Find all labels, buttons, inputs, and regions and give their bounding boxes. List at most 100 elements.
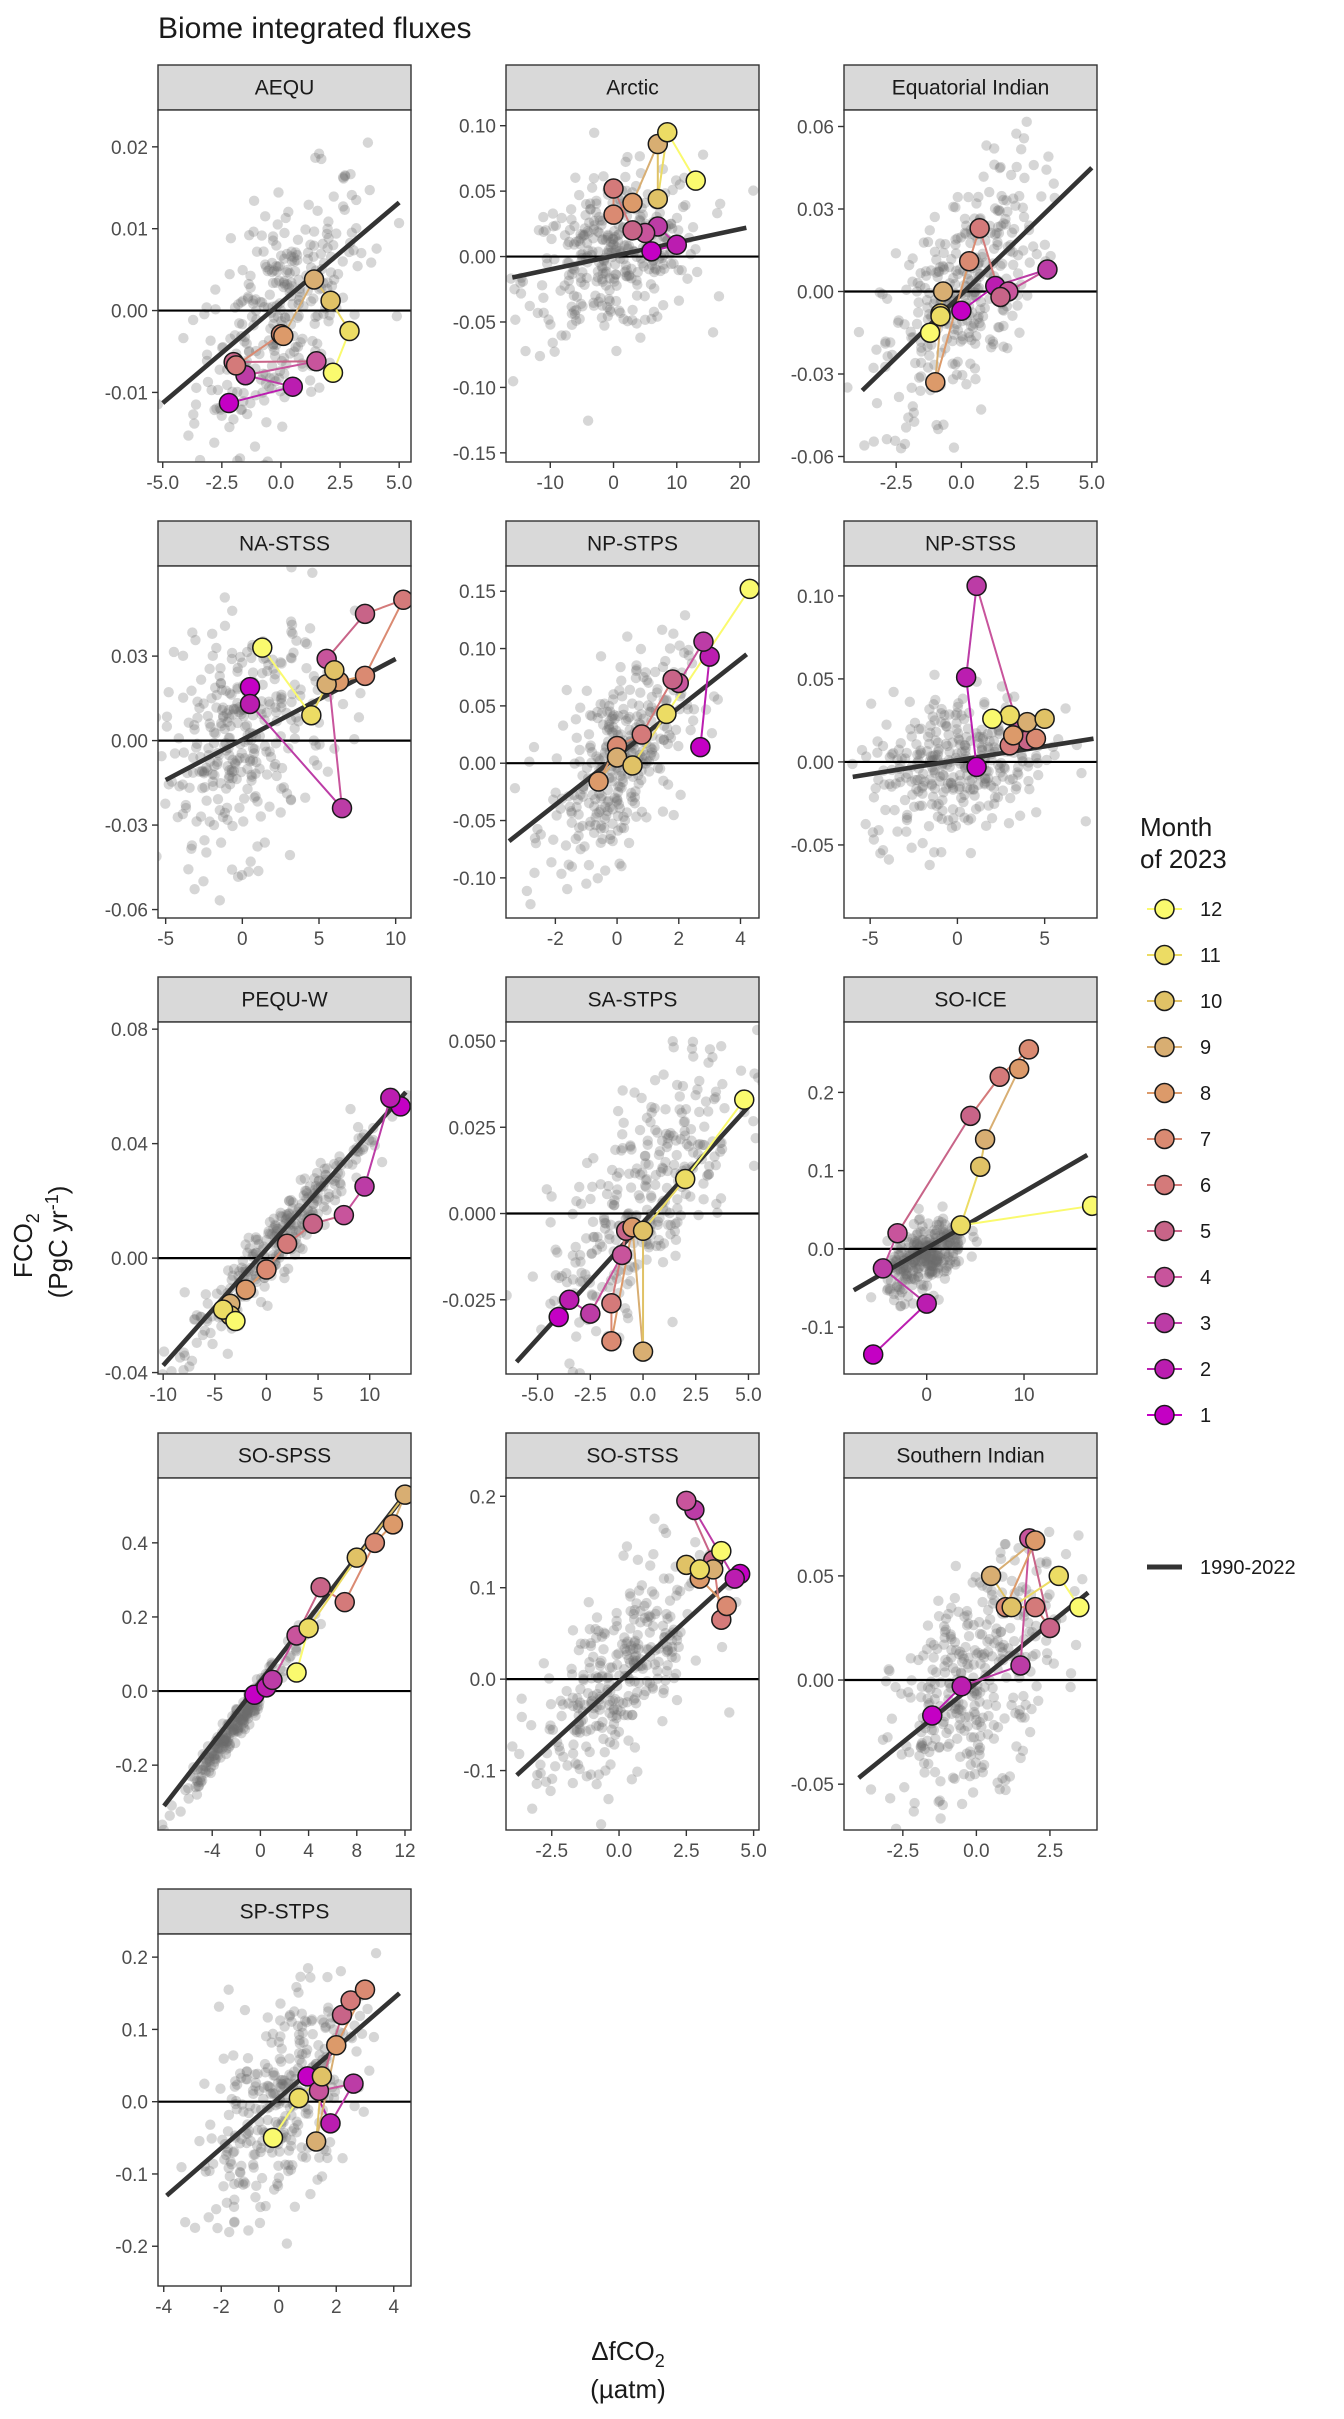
historic-point: [970, 1571, 981, 1583]
month-point-10: [969, 1156, 991, 1177]
historic-point: [1018, 133, 1030, 144]
historic-point: [688, 1051, 699, 1062]
historic-point: [901, 812, 913, 824]
historic-point: [288, 252, 299, 263]
historic-point: [231, 2103, 242, 2115]
historic-point: [952, 748, 963, 759]
historic-point: [641, 1173, 653, 1185]
historic-point: [946, 1708, 957, 1720]
historic-point: [580, 209, 591, 221]
historic-point: [619, 266, 631, 278]
historic-point: [198, 698, 209, 709]
historic-point: [545, 1217, 556, 1228]
historic-point: [608, 1718, 620, 1730]
historic-point: [571, 291, 583, 303]
historic-point: [688, 1147, 699, 1158]
historic-point: [716, 1641, 728, 1653]
historic-point: [566, 268, 578, 280]
historic-point: [325, 267, 337, 278]
month-point-5: [354, 603, 376, 625]
historic-point: [914, 1750, 925, 1762]
historic-point: [263, 2081, 274, 2092]
historic-point: [706, 727, 718, 739]
historic-point: [591, 1612, 603, 1623]
historic-point: [912, 1271, 924, 1282]
historic-point: [605, 1759, 616, 1770]
historic-point: [231, 773, 242, 785]
month-path-segment: [896, 1115, 972, 1234]
historic-point: [347, 1159, 358, 1170]
historic-point: [989, 742, 1000, 753]
historic-point: [906, 1259, 917, 1270]
historic-point: [545, 319, 556, 330]
regression-line: [165, 1991, 402, 2198]
historic-point: [971, 1236, 983, 1247]
historic-point: [1013, 1586, 1025, 1597]
historic-point: [301, 662, 312, 674]
historic-point: [868, 436, 880, 447]
historic-point: [297, 333, 308, 345]
historic-point: [965, 1749, 977, 1761]
historic-point: [931, 419, 942, 431]
historic-point: [922, 1735, 933, 1747]
historic-point: [661, 722, 673, 734]
historic-point: [281, 2238, 293, 2249]
historic-point: [1008, 259, 1019, 270]
historic-point: [933, 1263, 944, 1274]
historic-point: [611, 1709, 623, 1721]
historic-point: [322, 766, 334, 777]
historic-point: [603, 1699, 615, 1711]
historic-point: [596, 274, 608, 285]
historic-point: [255, 2201, 266, 2213]
historic-point: [247, 2159, 259, 2170]
historic-point: [997, 258, 1008, 269]
historic-point: [192, 1781, 204, 1792]
historic-point: [205, 1762, 216, 1773]
historic-point: [575, 1198, 587, 1209]
historic-point: [916, 1739, 927, 1751]
historic-point: [285, 2140, 297, 2152]
y-tick-label: 0.10: [797, 587, 834, 608]
historic-point: [927, 711, 938, 722]
historic-point: [673, 740, 684, 752]
historic-point: [241, 2137, 252, 2149]
historic-point: [970, 1757, 981, 1768]
historic-point: [748, 1115, 759, 1127]
historic-point: [748, 185, 759, 196]
historic-point: [611, 1649, 622, 1661]
historic-point: [1017, 752, 1028, 763]
historic-point: [131, 798, 141, 808]
historic-point: [279, 368, 290, 379]
month-point-3: [1010, 1655, 1031, 1676]
historic-point: [575, 702, 586, 713]
historic-point: [672, 1194, 683, 1205]
historic-point: [629, 1693, 641, 1704]
historic-point: [276, 658, 287, 669]
historic-point: [607, 233, 619, 244]
historic-point: [658, 1523, 669, 1535]
historic-point: [232, 1726, 244, 1737]
historic-point: [510, 314, 521, 325]
historic-point: [963, 191, 974, 203]
historic-point: [318, 2017, 329, 2028]
historic-point: [226, 766, 238, 778]
historic-point: [239, 752, 250, 764]
historic-point: [641, 812, 652, 823]
historic-point: [934, 238, 946, 249]
historic-point: [645, 1117, 656, 1128]
historic-point: [538, 211, 549, 223]
historic-point: [197, 783, 208, 794]
historic-point: [322, 2006, 334, 2017]
historic-point: [189, 1314, 201, 1325]
historic-point: [532, 1769, 543, 1781]
historic-point: [929, 765, 940, 776]
historic-point: [312, 310, 323, 321]
historic-point: [1073, 1530, 1084, 1541]
legend-regression-label: 1990-2022: [1200, 1557, 1296, 1579]
historic-point: [598, 171, 609, 182]
historic-point: [274, 260, 285, 272]
historic-point: [916, 747, 927, 759]
historic-point: [963, 1618, 974, 1629]
month-point-6: [989, 1066, 1010, 1088]
historic-point: [945, 1631, 956, 1642]
